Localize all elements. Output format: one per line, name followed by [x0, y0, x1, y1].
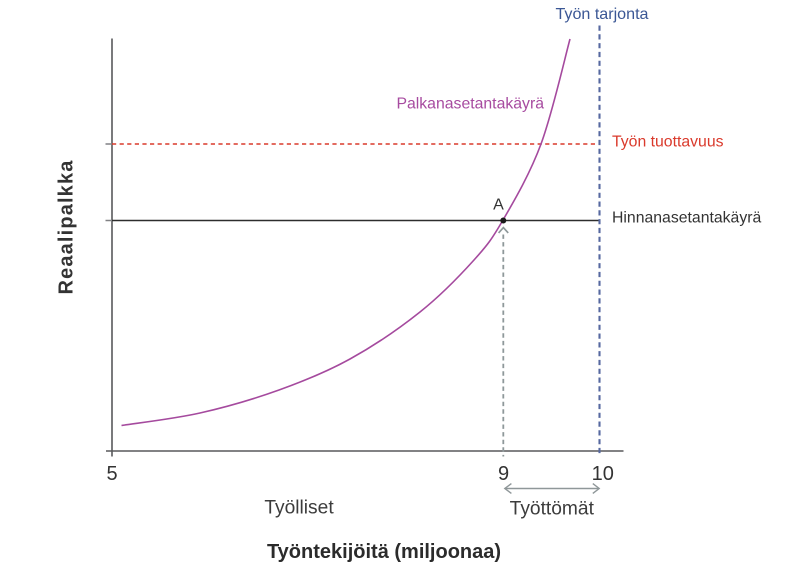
svg-text:Työlliset: Työlliset — [264, 498, 334, 519]
svg-text:Työttömät: Työttömät — [510, 499, 595, 520]
svg-text:A: A — [493, 197, 504, 214]
svg-text:Palkanasetantakäyrä: Palkanasetantakäyrä — [396, 96, 544, 113]
svg-text:Reaalipalkka: Reaalipalkka — [56, 160, 78, 295]
svg-text:Työn tarjonta: Työn tarjonta — [555, 5, 648, 23]
svg-text:Hinnanasetantakäyrä: Hinnanasetantakäyrä — [612, 210, 762, 227]
svg-text:10: 10 — [592, 463, 614, 485]
svg-text:5: 5 — [106, 463, 117, 485]
svg-text:Työn tuottavuus: Työn tuottavuus — [612, 134, 724, 151]
svg-text:9: 9 — [498, 463, 509, 485]
svg-text:Työntekijöitä (miljoonaa): Työntekijöitä (miljoonaa) — [267, 541, 501, 563]
